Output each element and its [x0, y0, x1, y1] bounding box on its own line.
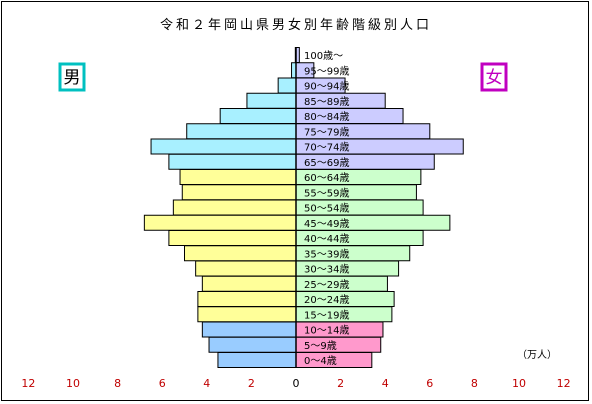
x-tick-label: 12	[21, 377, 35, 390]
x-tick-label: 6	[159, 377, 166, 390]
age-group-label: 65～69歳	[304, 157, 349, 169]
age-group-label: 35～39歳	[304, 248, 349, 260]
male-bar	[246, 92, 297, 109]
age-group-label: 5～9歳	[304, 340, 337, 352]
male-bar	[168, 153, 297, 170]
male-bar	[172, 199, 297, 216]
male-bar	[277, 77, 297, 94]
male-label: 男	[64, 68, 81, 88]
unit-label: （万人）	[517, 349, 557, 361]
male-label-box	[58, 62, 86, 92]
age-group-label: 70～74歳	[304, 142, 349, 154]
age-labels-layer: 100歳～ 95～99歳 90～94歳 85～89歳 80～84歳 75～79歳 70～74…	[304, 50, 349, 367]
male-bar	[208, 336, 297, 353]
age-group-label: 60～64歳	[304, 172, 349, 184]
age-group-label: 85～89歳	[304, 96, 349, 108]
male-bar	[184, 245, 297, 262]
age-group-label: 50～54歳	[304, 203, 349, 215]
male-bar	[195, 260, 297, 277]
age-group-label: 40～44歳	[304, 233, 349, 245]
x-tick-label: 2	[248, 377, 255, 390]
x-tick-label: 4	[203, 377, 210, 390]
female-label: 女	[486, 68, 503, 88]
x-tick-label: 6	[426, 377, 433, 390]
bars-layer	[143, 47, 464, 368]
age-group-label: 0～4歳	[304, 355, 337, 367]
x-tick-label: 10	[66, 377, 80, 390]
age-group-label: 15～19歳	[304, 309, 349, 321]
age-group-label: 20～24歳	[304, 294, 349, 306]
male-bar	[201, 321, 297, 338]
age-group-label: 30～34歳	[304, 264, 349, 276]
x-tick-label: 8	[471, 377, 478, 390]
age-group-label: 90～94歳	[304, 81, 349, 93]
male-bar	[186, 123, 297, 140]
female-label-box	[480, 62, 508, 92]
male-bar	[143, 214, 297, 231]
male-bar	[217, 352, 297, 368]
age-group-label: 25～29歳	[304, 279, 349, 291]
age-group-label: 45～49歳	[304, 218, 349, 230]
age-group-label: 75～79歳	[304, 126, 349, 138]
x-tick-label: 4	[382, 377, 389, 390]
x-tick-label: 8	[114, 377, 121, 390]
male-bar	[181, 184, 297, 201]
age-group-label: 10～14歳	[304, 325, 349, 337]
x-tick-label: 12	[557, 377, 571, 390]
x-tick-label: 0	[293, 377, 300, 390]
age-group-label: 55～59歳	[304, 187, 349, 199]
male-bar	[179, 169, 297, 185]
age-group-label: 95～99歳	[304, 65, 349, 77]
age-group-label: 80～84歳	[304, 111, 349, 123]
male-bar	[219, 108, 297, 124]
male-bar	[197, 306, 297, 323]
male-bar	[201, 275, 297, 292]
male-bar	[197, 291, 297, 307]
age-group-label: 100歳～	[304, 50, 343, 62]
x-tick-label: 10	[512, 377, 526, 390]
male-bar	[150, 138, 297, 155]
chart-title: 令和２年岡山県男女別年齢階級別人口	[160, 17, 432, 33]
x-tick-label: 2	[337, 377, 344, 390]
x-axis-ticks: 12 10 8 6 4 2 0 2 4 6 8 10 12	[21, 377, 570, 390]
male-bar	[168, 230, 297, 246]
